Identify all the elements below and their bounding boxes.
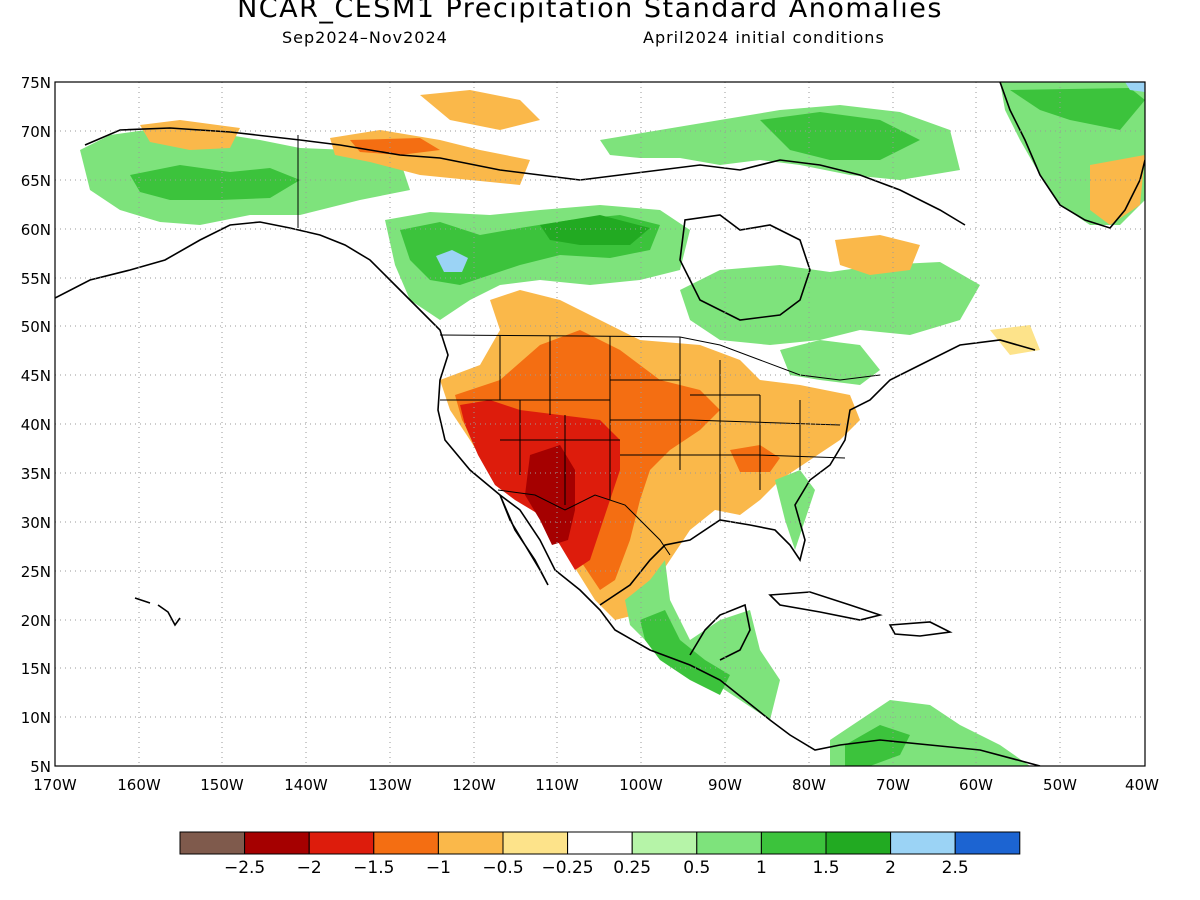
lat-label: 60N	[21, 221, 51, 239]
colorbar-swatch	[502, 831, 569, 855]
coastline-north-america	[55, 221, 1041, 766]
lat-label: 55N	[21, 270, 51, 288]
us-canada-border	[439, 334, 881, 381]
anomaly-greenland-strong	[1010, 88, 1145, 130]
anomaly-bc-max	[436, 250, 468, 272]
colorbar-label: 0.25	[613, 858, 651, 878]
lon-label: 130W	[368, 776, 412, 794]
lon-label: 50W	[1043, 776, 1077, 794]
lon-label: 140W	[284, 776, 328, 794]
map-title: NCAR_CESM1 Precipitation Standard Anomal…	[237, 0, 943, 24]
boundaries	[297, 135, 881, 556]
colorbar-swatch	[567, 831, 633, 855]
anomaly-quebec-dry	[835, 235, 920, 275]
lat-label: 35N	[21, 465, 51, 483]
anomaly-quebec	[680, 262, 980, 345]
lat-label: 10N	[21, 709, 51, 727]
coastline-hudson-bay	[679, 214, 811, 321]
lat-label: 15N	[21, 660, 51, 678]
colorbar-swatch	[890, 831, 956, 855]
colorbar-swatch	[179, 831, 246, 855]
anomaly-northeast-wet	[780, 340, 880, 385]
colorbar-swatch	[244, 831, 310, 855]
gridlines	[55, 82, 1145, 766]
colorbar-label: 2.5	[942, 858, 969, 878]
colorbar-swatch	[373, 831, 439, 855]
anomaly-tennessee-dry	[730, 445, 780, 472]
coastline-hawaii	[134, 597, 181, 627]
lat-label: 75N	[21, 74, 51, 92]
anomaly-greenland-max	[1125, 82, 1145, 92]
lat-label: 25N	[21, 563, 51, 581]
lat-label: 5N	[30, 758, 51, 776]
anomaly-southwest-core	[525, 445, 575, 545]
anomaly-south-america-strong	[845, 725, 910, 766]
anomaly-southeast-wet	[775, 470, 815, 550]
colorbar-label: −0.5	[482, 858, 523, 878]
coastline-yucatan	[689, 603, 751, 661]
latitude-labels: 75N 70N 65N 60N 55N 50N 45N 40N 35N 30N …	[21, 74, 51, 776]
anomaly-south-mexico-wet	[625, 560, 780, 720]
lon-label: 150W	[200, 776, 244, 794]
lat-label: 65N	[21, 172, 51, 190]
anomaly-canada-north-strong	[540, 215, 650, 245]
anomaly-greenland-dry	[1090, 155, 1145, 225]
lon-label: 70W	[876, 776, 910, 794]
longitude-labels: 170W 160W 150W 140W 130W 120W 110W 100W …	[33, 776, 1159, 794]
coastlines	[55, 82, 1145, 766]
anomaly-arctic-islands-strong	[760, 112, 920, 160]
anomaly-alaska-strong	[130, 165, 300, 200]
colorbar-swatch	[437, 831, 504, 855]
lat-label: 40N	[21, 416, 51, 434]
coastline-cuba	[768, 591, 883, 621]
colorbar-swatch	[954, 831, 1021, 855]
lon-label: 40W	[1125, 776, 1159, 794]
anomaly-arctic-dry	[420, 90, 540, 130]
coastline-hispaniola	[888, 621, 953, 637]
lon-label: 90W	[708, 776, 742, 794]
us-mexico-border	[497, 489, 671, 556]
colorbar-swatch	[760, 831, 827, 855]
lon-label: 100W	[619, 776, 663, 794]
lon-label: 110W	[535, 776, 579, 794]
colorbar-swatch	[308, 831, 375, 855]
lon-label: 60W	[959, 776, 993, 794]
colorbar-label: −0.25	[542, 858, 594, 878]
coastline-baja	[499, 494, 549, 586]
colorbar-label: 2	[885, 858, 896, 878]
lat-label: 30N	[21, 514, 51, 532]
forecast-period: Sep2024–Nov2024	[282, 28, 448, 47]
lon-label: 120W	[452, 776, 496, 794]
lon-label: 160W	[117, 776, 161, 794]
state-lines-central	[620, 337, 846, 520]
lon-label: 170W	[33, 776, 77, 794]
colorbar-swatch	[631, 831, 698, 855]
colorbar-label: −2.5	[224, 858, 265, 878]
lat-label: 70N	[21, 123, 51, 141]
coastline-greenland	[999, 82, 1145, 229]
colorbar-label: −1.5	[353, 858, 394, 878]
colorbar-label: 1	[756, 858, 767, 878]
colorbar-label: −2	[297, 858, 322, 878]
colorbar-label: 1.5	[812, 858, 839, 878]
colorbar: −2.5 −2 −1.5 −1 −0.5 −0.25 0.25 0.5 1 1.5 2 2.5	[179, 831, 1021, 878]
initial-conditions: April2024 initial conditions	[643, 28, 885, 47]
colorbar-label: 0.5	[683, 858, 710, 878]
map-frame	[54, 81, 1146, 767]
lat-label: 45N	[21, 367, 51, 385]
lat-label: 20N	[21, 612, 51, 630]
lat-label: 50N	[21, 318, 51, 336]
colorbar-label: −1	[426, 858, 451, 878]
colorbar-swatch	[825, 831, 892, 855]
colorbar-swatch	[696, 831, 762, 855]
lon-label: 80W	[792, 776, 826, 794]
anomaly-field	[55, 82, 1145, 766]
